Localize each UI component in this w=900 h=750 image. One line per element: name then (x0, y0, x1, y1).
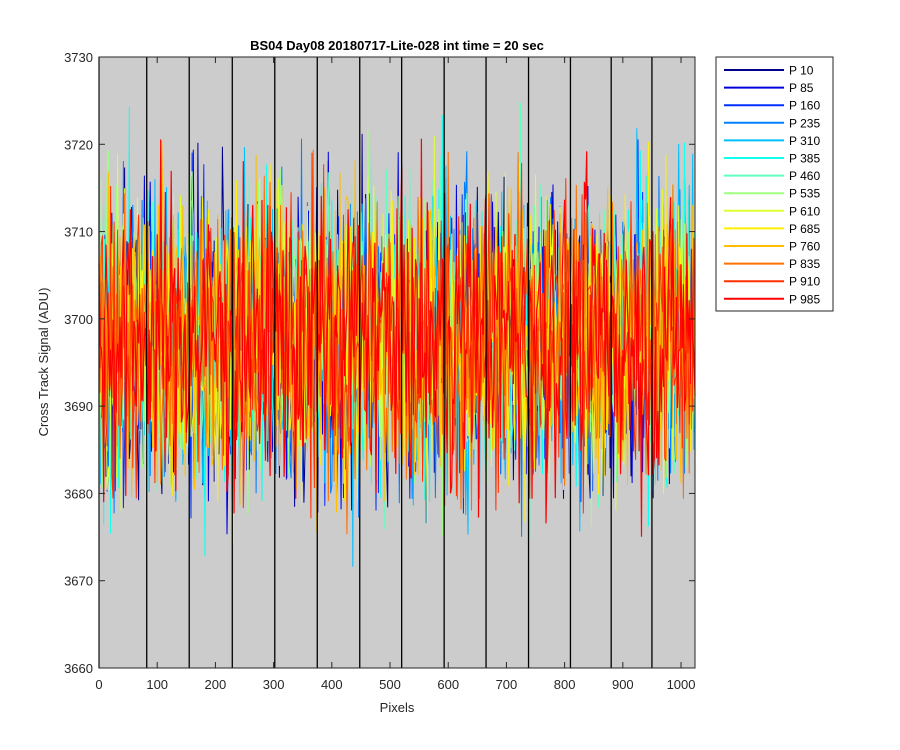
x-tick-label: 200 (205, 677, 227, 692)
y-tick-label: 3700 (64, 312, 93, 327)
legend-label: P 985 (789, 292, 820, 306)
x-tick-label: 800 (554, 677, 576, 692)
legend-label: P 610 (789, 204, 820, 218)
legend-label: P 235 (789, 116, 820, 130)
y-tick-label: 3720 (64, 137, 93, 152)
x-tick-label: 900 (612, 677, 634, 692)
legend-label: P 760 (789, 240, 820, 254)
y-tick-label: 3690 (64, 399, 93, 414)
series-line-p985 (98, 138, 696, 537)
y-axis: 3660 3670 3680 3690 3700 3710 3720 3730 (64, 50, 695, 676)
y-tick-label: 3670 (64, 574, 93, 589)
y-tick-label: 3710 (64, 225, 93, 240)
x-tick-label: 1000 (667, 677, 696, 692)
x-tick-label: 700 (496, 677, 518, 692)
plot-frame (98, 56, 696, 669)
x-tick-label: 0 (95, 677, 102, 692)
x-tick-label: 500 (379, 677, 401, 692)
legend-label: P 310 (789, 134, 820, 148)
legend-label: P 85 (789, 81, 814, 95)
legend-label: P 460 (789, 169, 820, 183)
x-tick-label: 400 (321, 677, 343, 692)
chart-title: BS04 Day08 20180717-Lite-028 int time = … (250, 38, 544, 53)
legend-label: P 535 (789, 187, 820, 201)
x-axis-label: Pixels (380, 700, 415, 715)
legend-box (715, 56, 834, 312)
legend-label: P 10 (789, 64, 814, 78)
series-layer (98, 102, 696, 567)
legend-label: P 385 (789, 152, 820, 166)
x-tick-label: 100 (146, 677, 168, 692)
y-tick-label: 3730 (64, 50, 93, 65)
y-tick-label: 3660 (64, 661, 93, 676)
y-axis-label: Cross Track Signal (ADU) (36, 288, 51, 437)
y-tick-label: 3680 (64, 486, 93, 501)
legend-label: P 910 (789, 275, 820, 289)
legend-label: P 685 (789, 222, 820, 236)
x-tick-label: 300 (263, 677, 285, 692)
legend: P 10 P 85 P 160 P 235 P 310 P 385 P 460 P 535 P … (715, 56, 834, 312)
x-tick-label: 600 (437, 677, 459, 692)
x-axis: 0 100 200 300 400 500 600 700 800 900 1000 (95, 57, 695, 692)
legend-label: P 160 (789, 99, 820, 113)
legend-label: P 835 (789, 257, 820, 271)
